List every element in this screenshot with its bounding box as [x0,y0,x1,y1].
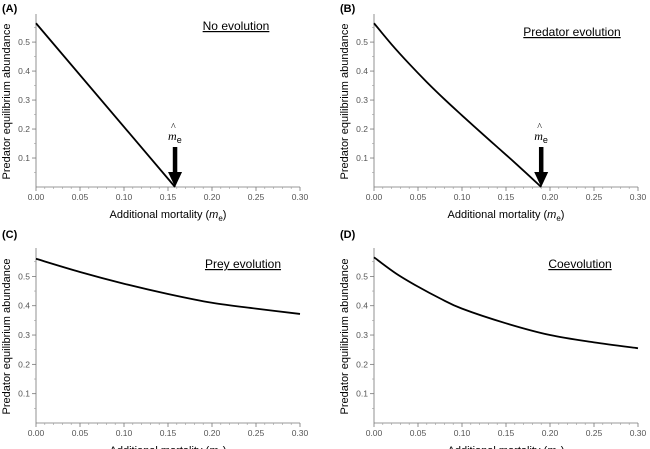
y-tick-label: 0.1 [356,389,368,399]
x-tick-label: 0.20 [204,428,221,438]
x-tick-label: 0.15 [498,428,515,438]
x-axis-label-symbol: m [209,209,218,221]
x-tick-label: 0.00 [28,428,45,438]
panel-title: Predator evolution [523,25,620,39]
x-tick-label: 0.10 [454,428,471,438]
arrow-head [168,172,182,187]
x-axis-label-text: Additional mortality ( [448,445,548,449]
panel-title: Coevolution [548,257,611,271]
panel-title: No evolution [203,19,270,33]
y-tick-label: 0.5 [18,37,30,47]
x-tick-label: 0.05 [410,192,427,202]
panel-letter: (D) [340,229,356,241]
y-tick-label: 0.5 [356,271,368,281]
x-tick-label: 0.25 [248,192,265,202]
panel-letter: (B) [340,3,356,15]
x-tick-label: 0.05 [72,428,89,438]
y-tick-label: 0.1 [356,153,368,163]
series-line [374,23,541,187]
y-tick-label: 0.4 [18,66,30,76]
y-axis-label: Predator equilibrium abundance [339,259,351,415]
panel-title: Prey evolution [205,257,281,271]
x-tick-label: 0.30 [292,428,309,438]
panel-c: (C) 0.00 0.05 0.10 0.15 0.20 0.25 0.30 0.1 0.2 0.3… [1,229,309,449]
x-axis-label: Additional mortality (me) [110,445,227,449]
y-tick-label: 0.4 [18,301,30,311]
x-tick-label: 0.15 [498,192,515,202]
x-tick-label: 0.25 [586,428,603,438]
y-tick-label: 0.4 [356,66,368,76]
threshold-subscript: e [177,135,182,145]
threshold-hat: ^ [171,122,176,133]
x-tick-label: 0.15 [160,428,177,438]
x-tick-label: 0.20 [542,428,559,438]
x-axis-label: Additional mortality (me) [448,445,565,449]
x-tick-label: 0.30 [630,192,647,202]
y-tick-label: 0.3 [18,95,30,105]
x-tick-label: 0.25 [248,428,265,438]
x-tick-label: 0.10 [116,192,133,202]
x-tick-label: 0.05 [72,192,89,202]
x-tick-label: 0.00 [366,192,383,202]
y-axis-label: Predator equilibrium abundance [339,24,351,180]
y-tick-label: 0.2 [356,359,368,369]
y-axis-label: Predator equilibrium abundance [1,24,13,180]
x-axis-label-symbol: m [547,445,556,449]
series-line [36,23,175,187]
x-axis-label: Additional mortality (me) [110,209,227,223]
y-tick-label: 0.3 [356,330,368,340]
panel-b: (B) 0.00 0.05 0.10 0.15 0.20 0.25 0.30 0.1 0.2 0.3… [339,3,647,223]
x-axis-label-text: Additional mortality ( [448,209,548,221]
panel-a: (A) 0.00 0.05 0.10 0.15 0.20 0.25 0.30 0.1 0.2 0.3… [1,3,309,223]
x-tick-label: 0.00 [28,192,45,202]
panel-d: (D) 0.00 0.05 0.10 0.15 0.20 0.25 0.30 0.1 0.2 0.3… [339,229,647,449]
panel-letter: (C) [2,229,18,241]
y-tick-label: 0.3 [356,95,368,105]
x-tick-label: 0.15 [160,192,177,202]
y-tick-label: 0.3 [18,330,30,340]
x-tick-label: 0.10 [116,428,133,438]
threshold-subscript: e [543,135,548,145]
x-tick-label: 0.20 [542,192,559,202]
x-tick-label: 0.30 [292,192,309,202]
x-axis-label-close: ) [223,209,227,221]
x-axis-label-symbol: m [547,209,556,221]
x-axis-label-text: Additional mortality ( [110,209,210,221]
figure: (A) 0.00 0.05 0.10 0.15 0.20 0.25 0.30 0.1 0.2 0.3… [0,0,650,449]
threshold-hat: ^ [537,122,542,133]
x-axis-label-close: ) [561,445,565,449]
y-tick-label: 0.5 [356,37,368,47]
arrow-head [534,172,548,187]
x-tick-label: 0.25 [586,192,603,202]
x-axis-label: Additional mortality (me) [448,209,565,223]
y-axis-label: Predator equilibrium abundance [1,259,13,415]
x-tick-label: 0.10 [454,192,471,202]
x-axis-label-symbol: m [209,445,218,449]
y-tick-label: 0.2 [18,359,30,369]
y-tick-label: 0.5 [18,271,30,281]
threshold-arrow: me^ [534,122,548,187]
x-axis-label-close: ) [561,209,565,221]
y-tick-label: 0.2 [18,124,30,134]
x-tick-label: 0.00 [366,428,383,438]
panel-letter: (A) [2,3,18,15]
y-tick-label: 0.2 [356,124,368,134]
x-axis-label-close: ) [223,445,227,449]
x-tick-label: 0.20 [204,192,221,202]
y-tick-label: 0.4 [356,301,368,311]
threshold-arrow: me^ [168,122,182,187]
x-axis-label-text: Additional mortality ( [110,445,210,449]
y-tick-label: 0.1 [18,153,30,163]
x-tick-label: 0.30 [630,428,647,438]
x-tick-label: 0.05 [410,428,427,438]
y-tick-label: 0.1 [18,389,30,399]
